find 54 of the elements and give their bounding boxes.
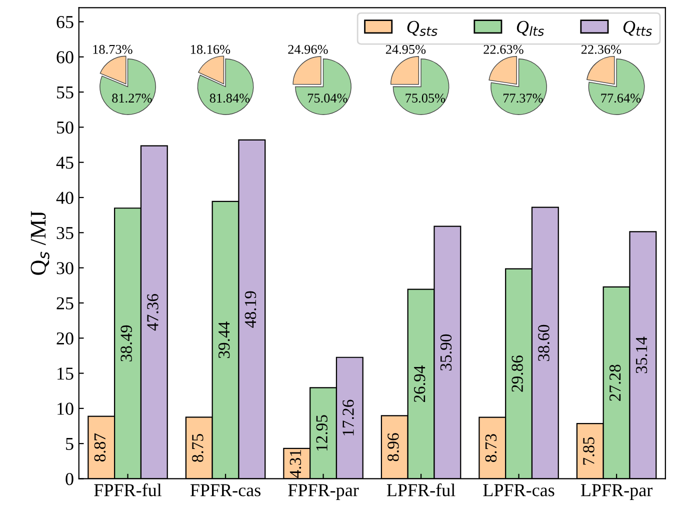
data-label: 12.95 bbox=[316, 415, 328, 450]
legend-label: Q$_{tts}$ bbox=[623, 20, 652, 36]
y-tick-label: 15 bbox=[58, 368, 74, 380]
data-label: 24.95% bbox=[386, 44, 426, 54]
data-label: 17.26 bbox=[342, 400, 354, 436]
data-label: 22.63% bbox=[484, 44, 524, 54]
x-tick-label: FPFR-ful bbox=[94, 483, 162, 496]
x-tick-label: FPFR-cas bbox=[190, 484, 260, 496]
data-label: 22.36% bbox=[581, 44, 622, 54]
data-label: 81.27% bbox=[112, 94, 152, 103]
x-tick-label: FPFR-par bbox=[288, 484, 359, 500]
data-label: 35.90 bbox=[440, 334, 452, 370]
data-label: 8.73 bbox=[485, 434, 497, 462]
data-label: 35.14 bbox=[636, 336, 648, 374]
data-label: 27.28 bbox=[609, 364, 621, 401]
data-label: 75.04% bbox=[308, 94, 348, 103]
data-label: 75.05% bbox=[406, 94, 446, 103]
y-tick-label: 55 bbox=[57, 86, 74, 98]
data-label: 18.73% bbox=[93, 44, 132, 54]
data-label: 77.37% bbox=[503, 94, 543, 103]
y-tick-label: 35 bbox=[56, 226, 74, 240]
y-tick-label: 45 bbox=[56, 156, 74, 169]
data-label: 18.16% bbox=[191, 44, 230, 54]
data-label: 26.94 bbox=[414, 366, 426, 402]
data-label: 4.31 bbox=[290, 450, 302, 478]
data-label: 7.85 bbox=[583, 437, 594, 465]
data-label: 29.86 bbox=[512, 356, 524, 392]
y-tick-label: 0 bbox=[66, 472, 74, 486]
x-tick-label: LPFR-par bbox=[580, 484, 652, 500]
data-label: 39.44 bbox=[218, 322, 230, 358]
y-tick-label: 40 bbox=[56, 192, 74, 204]
y-tick-label: 60 bbox=[56, 51, 74, 64]
y-axis-title: Q$_{s}$ /MJ bbox=[30, 211, 50, 275]
legend-label: Q$_{lts}$ bbox=[516, 20, 544, 36]
y-tick-label: 50 bbox=[57, 121, 74, 134]
legend-label: Q$_{sts}$ bbox=[407, 20, 438, 36]
data-label: 47.36 bbox=[147, 294, 158, 331]
y-tick-label: 20 bbox=[56, 332, 74, 345]
data-label: 38.49 bbox=[120, 325, 132, 362]
data-label: 8.87 bbox=[94, 433, 106, 462]
data-label: 81.84% bbox=[210, 94, 250, 103]
y-tick-label: 5 bbox=[66, 438, 74, 450]
data-label: 38.60 bbox=[538, 324, 550, 361]
data-label: 8.75 bbox=[192, 434, 204, 462]
data-label: 48.19 bbox=[244, 291, 256, 328]
y-tick-label: 30 bbox=[56, 262, 74, 274]
data-label: 8.96 bbox=[388, 433, 399, 462]
x-tick-label: LPFR-ful bbox=[386, 483, 456, 496]
data-label: 24.96% bbox=[288, 44, 328, 54]
x-tick-label: LPFR-cas bbox=[483, 484, 554, 496]
y-tick-label: 65 bbox=[56, 16, 74, 28]
y-tick-label: 10 bbox=[58, 402, 74, 415]
data-label: 77.64% bbox=[601, 94, 641, 103]
y-tick-label: 25 bbox=[56, 297, 74, 310]
